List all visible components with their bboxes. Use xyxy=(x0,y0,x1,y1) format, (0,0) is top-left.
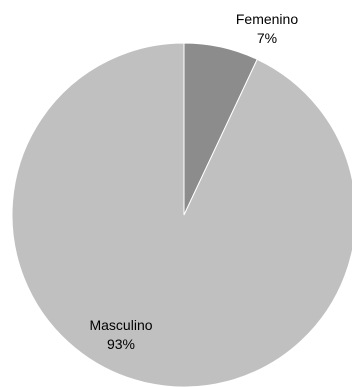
pie-slices xyxy=(11,42,352,387)
pie-slice-masculino xyxy=(11,42,352,387)
slice-label-masculino-name: Masculino xyxy=(89,317,152,333)
slice-label-femenino-value: 7% xyxy=(257,30,277,46)
slice-label-masculino-value: 93% xyxy=(107,336,135,352)
slice-label-femenino-name: Femenino xyxy=(236,11,298,27)
